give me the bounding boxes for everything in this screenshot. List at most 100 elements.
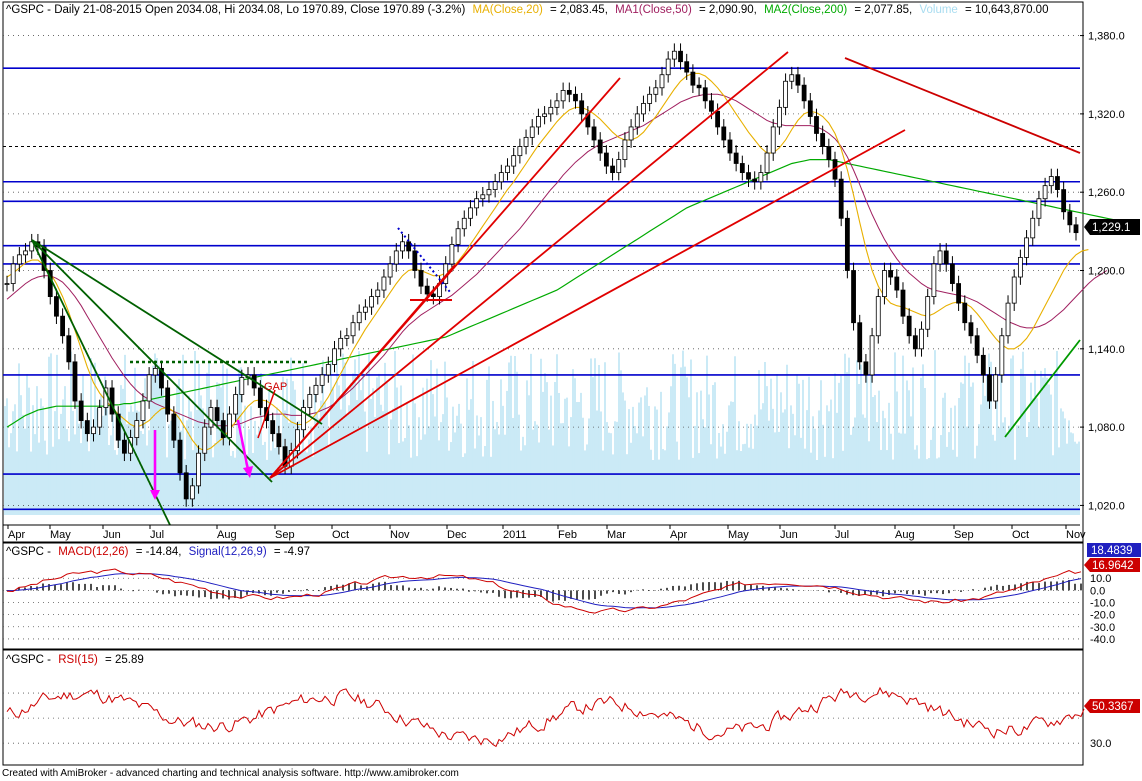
candle-body: [993, 374, 999, 402]
candle-body: [733, 152, 739, 164]
candle-body: [603, 152, 609, 167]
month-label: Jun: [780, 529, 798, 541]
month-label: Feb: [558, 529, 577, 541]
candle-body: [301, 407, 307, 431]
candle-body: [16, 254, 22, 265]
candle-body: [1055, 176, 1060, 190]
month-label: May: [50, 529, 71, 541]
candle-body: [789, 74, 795, 82]
price-tick-label: 1,320.0: [1088, 109, 1125, 121]
macd-tag-label: 18.4839: [1091, 545, 1133, 557]
gap-annotation: GAP: [264, 381, 287, 393]
candle-body: [875, 296, 881, 337]
month-label: Oct: [332, 529, 349, 541]
candle-body: [122, 439, 127, 454]
candle-body: [807, 100, 813, 117]
rsi-pane: [2, 649, 1084, 766]
candle-body: [999, 335, 1005, 376]
candle-body: [838, 178, 844, 219]
candle-body: [1030, 217, 1036, 239]
candle-body: [356, 311, 362, 324]
candle-body: [894, 276, 900, 291]
candle-body: [23, 250, 28, 256]
candle-body: [523, 136, 529, 147]
candle-body: [628, 126, 634, 141]
rsi-plot: 30.0: [3, 686, 1111, 750]
candle-body: [393, 250, 399, 265]
candle-body: [776, 106, 782, 128]
candle-body: [146, 374, 152, 402]
candle-body: [647, 93, 653, 104]
price-tick-label: 1,080.0: [1088, 422, 1125, 434]
candle-body: [189, 485, 195, 500]
candle-body: [97, 407, 103, 428]
candle-body: [325, 364, 331, 376]
candle-body: [1073, 224, 1079, 234]
candle-body: [29, 241, 35, 252]
candle-body: [455, 228, 461, 245]
trend-line: [1004, 339, 1081, 438]
candle-body: [1067, 211, 1073, 226]
candle-body: [387, 263, 393, 278]
month-label: Oct: [1012, 529, 1029, 541]
candle-body: [115, 413, 121, 441]
candle-body: [752, 178, 758, 183]
candle-body: [814, 116, 819, 134]
ma200-line: [6, 159, 1114, 428]
gap-arrow: [257, 389, 276, 439]
candle-body: [882, 270, 887, 298]
candle-body: [573, 93, 578, 102]
candle-body: [406, 241, 412, 252]
ma50-line: [6, 93, 1108, 427]
candle-body: [78, 400, 84, 421]
candle-body: [177, 439, 183, 474]
candle-body: [319, 374, 325, 386]
candle-body: [974, 335, 980, 356]
candle-body: [943, 250, 949, 265]
candle-body: [727, 139, 733, 154]
candle-body: [511, 155, 517, 167]
candle-body: [498, 172, 504, 183]
month-axis: Apr May Jun Jul Aug Sep Oct Nov Dec 2011 Feb Mar Apr…: [3, 524, 1086, 541]
candle-body: [770, 126, 776, 154]
month-label: Mar: [607, 529, 626, 541]
month-label: Apr: [8, 529, 25, 541]
candle-body: [505, 165, 510, 174]
candle-body: [616, 159, 622, 174]
candle-body: [1048, 176, 1054, 187]
month-label: May: [728, 529, 749, 541]
candle-body: [715, 110, 721, 128]
candle-body: [171, 413, 177, 441]
candle-body: [517, 146, 523, 157]
candle-body: [183, 472, 189, 500]
price-tick-label: 1,260.0: [1088, 187, 1125, 199]
candle-body: [764, 152, 770, 174]
candle-body: [634, 113, 640, 128]
candle-body: [987, 374, 992, 402]
dotted-trend-line: [397, 227, 451, 293]
candle-body: [430, 293, 436, 298]
candle-body: [313, 384, 319, 395]
candle-body: [863, 361, 869, 376]
candle-body: [937, 250, 943, 265]
macd-line: [6, 568, 1082, 614]
macd-tick-label: -30.0: [1090, 622, 1115, 634]
candle-body: [548, 106, 554, 115]
candle-body: [400, 241, 405, 252]
macd-tick-label: -10.0: [1090, 598, 1115, 610]
candle-body: [851, 270, 856, 324]
trend-lines: [31, 51, 1081, 526]
candle-body: [202, 426, 208, 454]
candle-body: [900, 289, 906, 317]
month-label: 2011: [503, 529, 527, 541]
last-price-label: 1,229.1: [1092, 222, 1130, 234]
candle-body: [474, 198, 480, 209]
candle-body: [91, 426, 96, 435]
candle-body: [332, 348, 337, 365]
candle-body: [295, 429, 300, 452]
candle-body: [375, 289, 381, 298]
month-label: Jun: [103, 529, 121, 541]
candle-body: [622, 139, 628, 160]
candle-body: [461, 217, 467, 230]
